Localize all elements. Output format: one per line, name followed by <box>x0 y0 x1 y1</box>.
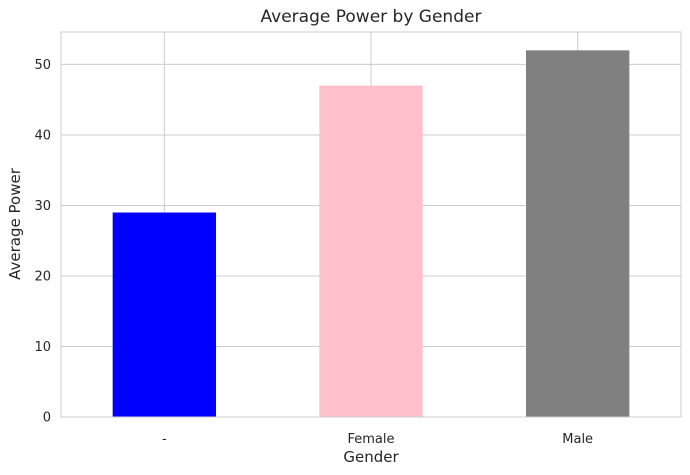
y-tick-label: 30 <box>34 199 51 214</box>
y-tick-label: 40 <box>34 128 51 143</box>
bar-3 <box>526 50 630 417</box>
x-tick-label: - <box>162 432 167 447</box>
plot-frame <box>60 31 682 418</box>
y-tick-label: 20 <box>34 269 51 284</box>
x-tick-label: Male <box>562 432 593 447</box>
bar-2 <box>319 85 423 417</box>
chart-title: Average Power by Gender <box>261 7 482 27</box>
y-tick-label: 50 <box>34 58 51 73</box>
y-tick-label: 10 <box>34 340 51 355</box>
bar-1 <box>112 212 216 417</box>
tick-labels: 0 10 20 30 40 50 - Female Male <box>34 58 593 447</box>
y-axis-label: Average Power <box>6 167 24 280</box>
bars <box>112 50 630 417</box>
x-tick-label: Female <box>347 432 394 447</box>
y-tick-label: 0 <box>43 411 51 426</box>
x-axis-label: Gender <box>343 448 399 466</box>
